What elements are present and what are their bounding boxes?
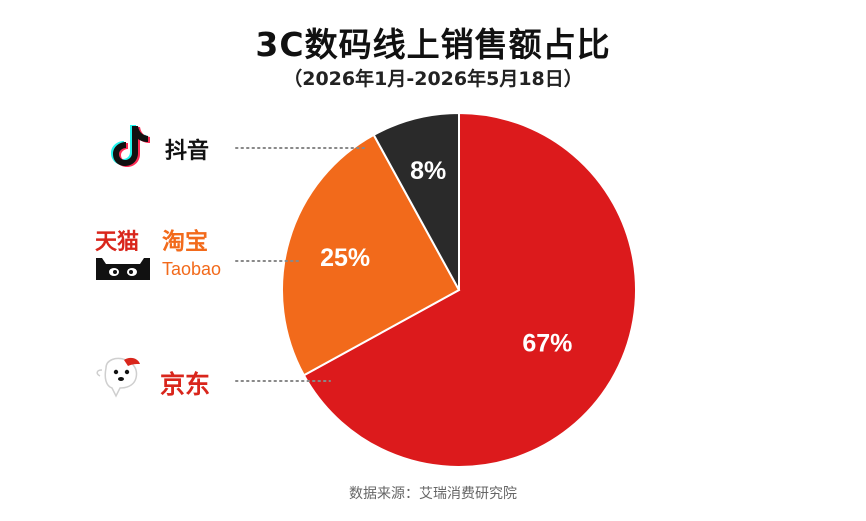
legend-douyin: 抖音 [111,125,209,167]
legend-label-douyin: 抖音 [165,138,209,164]
legend-label-tmall: 天猫 [95,230,139,255]
legend-tmall-taobao: 天猫 淘宝 Taobao [95,228,221,280]
data-source: 数据来源：艾瑞消费研究院 [349,486,517,502]
legend-jd: 京东 [96,357,210,399]
pie-slice-3 [372,111,460,291]
jd-dog-icon [96,357,140,398]
slice-labels: 67% 25% 8% [320,157,572,357]
pie-slice-1 [302,111,637,468]
pie-slice-2 [281,133,461,377]
chart-title: 3C数码线上销售额占比 [255,25,611,64]
tiktok-logo-icon [111,125,150,167]
legend-label-jd: 京东 [160,370,210,399]
slice-label-1: 67% [522,329,572,357]
slice-label-2: 25% [320,244,370,272]
slice-label-3: 8% [410,157,446,185]
pie-slices [281,111,637,468]
legend-label-taobao: 淘宝 [162,228,208,255]
legend-label-taobao-en: Taobao [162,259,221,279]
tmall-cat-icon [96,258,150,280]
chart-subtitle: （2026年1月-2026年5月18日） [283,68,583,90]
